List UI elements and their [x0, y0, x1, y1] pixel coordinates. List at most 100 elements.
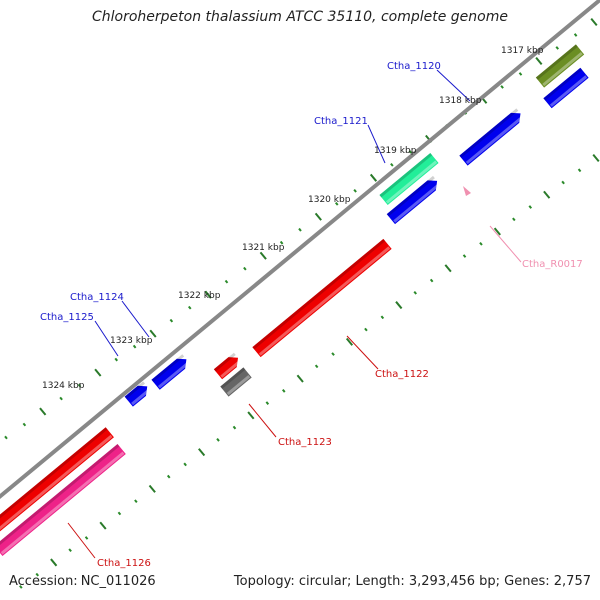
upper-row-major-tick [314, 212, 322, 221]
upper-row-minor-tick [390, 162, 394, 167]
upper-row-major-tick [259, 251, 267, 260]
ctha-1123-gene[interactable] [220, 367, 252, 397]
upper-row-major-tick [149, 329, 157, 338]
upper-row-major-tick [204, 290, 212, 299]
upper-row-minor-tick [555, 46, 560, 50]
upper-row-minor-tick [4, 435, 8, 440]
lower-row-major-tick [99, 521, 107, 530]
ctha-1120-gene[interactable] [543, 67, 589, 109]
ctha-1126-red-gene[interactable] [0, 427, 114, 533]
backbone-layer [0, 0, 600, 500]
lower-row-minor-tick [68, 548, 72, 553]
ctha-1122-gene[interactable] [252, 238, 392, 358]
lower-row-minor-tick [134, 499, 138, 503]
upper-row-minor-tick [334, 201, 339, 206]
lower-row-minor-tick [331, 352, 335, 356]
kbp-label: 1319 kbp [374, 146, 417, 156]
kbp-label: 1317 kbp [501, 46, 544, 56]
lower-row-major-tick [247, 411, 255, 420]
ctha-1121-teal-gene[interactable] [379, 152, 439, 206]
lower-row-minor-tick [19, 585, 23, 589]
kbp-label: 1321 kbp [242, 243, 285, 253]
upper-row-minor-tick [77, 383, 82, 388]
upper-row-minor-tick [22, 422, 27, 427]
lower-row-minor-tick [364, 327, 368, 332]
gene-label-layer: Ctha_1120 Ctha_1121 Ctha_1124 Ctha_1125 Ctha… [40, 61, 583, 569]
kbp-label: 1322 kbp [178, 291, 221, 301]
ctha-1126-label[interactable]: Ctha_1126 [97, 558, 151, 569]
lower-row-minor-tick [216, 438, 220, 442]
upper-row-minor-tick [243, 266, 247, 271]
ctha-1120-label[interactable]: Ctha_1120 [387, 61, 441, 72]
lower-row-minor-tick [429, 278, 434, 283]
lower-row-minor-tick [282, 389, 286, 393]
upper-row-minor-tick [114, 357, 119, 362]
ctha-r0017-label[interactable]: Ctha_R0017 [522, 259, 583, 270]
lower-row-minor-tick [479, 241, 483, 246]
upper-row-major-tick [39, 407, 47, 416]
lower-row-minor-tick [512, 217, 516, 222]
lower-row-minor-tick [35, 572, 40, 577]
ctha-1125-leader-line [94, 320, 119, 357]
lower-row-major-tick [345, 337, 354, 346]
kbp-label-layer: 1317 kbp 1318 kbp 1319 kbp 1320 kbp 1321 kbp… [42, 46, 544, 391]
ctha-1120-leader-line [436, 69, 471, 102]
tick-layer [4, 17, 600, 589]
ctha-1119-gene[interactable] [535, 44, 585, 88]
upper-row-minor-tick [59, 396, 63, 401]
upper-row-major-tick [590, 17, 598, 27]
lower-row-minor-tick [314, 364, 319, 369]
topology-info: Topology: circular; Length: 3,293,456 bp… [233, 574, 591, 589]
ctha-1126-leader-line [67, 522, 96, 559]
lower-row-minor-tick [380, 315, 385, 320]
upper-row-minor-tick [353, 188, 357, 193]
upper-row-minor-tick [224, 279, 229, 284]
leader-line-layer [67, 69, 522, 559]
lower-row-major-tick [198, 448, 206, 457]
kbp-label: 1323 kbp [110, 336, 153, 346]
upper-row-minor-tick [298, 227, 302, 232]
ctha-1121-b-gene[interactable] [386, 175, 442, 225]
lower-row-minor-tick [577, 168, 582, 173]
lower-row-minor-tick [265, 401, 270, 405]
upper-row-minor-tick [500, 85, 504, 89]
upper-row-minor-tick [573, 33, 578, 37]
ctha-1121-label[interactable]: Ctha_1121 [314, 116, 368, 127]
lower-row-major-tick [444, 264, 452, 273]
lower-row-minor-tick [413, 290, 417, 295]
ctha-1123-red-gene[interactable] [213, 352, 242, 380]
accession-value: NC_011026 [80, 574, 156, 589]
upper-row-minor-tick [187, 305, 192, 310]
upper-row-major-tick [94, 368, 102, 377]
lower-row-major-tick [493, 227, 501, 236]
ctha-1125-label[interactable]: Ctha_1125 [40, 312, 94, 323]
lower-row-major-tick [50, 558, 58, 567]
ctha-1126-gene[interactable] [0, 444, 126, 556]
kbp-label: 1324 kbp [42, 381, 85, 391]
upper-row-major-tick [535, 56, 543, 65]
ctha-1122-leader-line [346, 335, 379, 370]
ctha-1124-leader-line [121, 300, 150, 338]
lower-row-major-tick [296, 374, 304, 383]
upper-row-minor-tick [132, 344, 137, 349]
ctha-1121-gene[interactable] [459, 108, 524, 166]
lower-row-minor-tick [232, 425, 237, 430]
upper-row-minor-tick [279, 240, 284, 245]
ctha-1125-gene[interactable] [124, 381, 152, 407]
accession-label: Accession: [9, 574, 78, 589]
lower-row-minor-tick [117, 511, 122, 516]
gene-layer [0, 44, 589, 556]
ctha-1124-label[interactable]: Ctha_1124 [70, 292, 124, 303]
upper-row-major-tick [369, 173, 378, 182]
ctha-1121-leader-line [367, 124, 386, 164]
ctha-r0017-gene[interactable] [463, 186, 471, 196]
lower-row-minor-tick [561, 180, 565, 185]
accession-info: Accession: NC_011026 [9, 574, 156, 589]
ctha-1124-gene[interactable] [151, 354, 190, 390]
genome-title: Chloroherpeton thalassium ATCC 35110, co… [92, 9, 508, 25]
upper-row-minor-tick [518, 72, 523, 76]
ctha-1123-label[interactable]: Ctha_1123 [278, 437, 332, 448]
ctha-1122-label[interactable]: Ctha_1122 [375, 369, 429, 380]
